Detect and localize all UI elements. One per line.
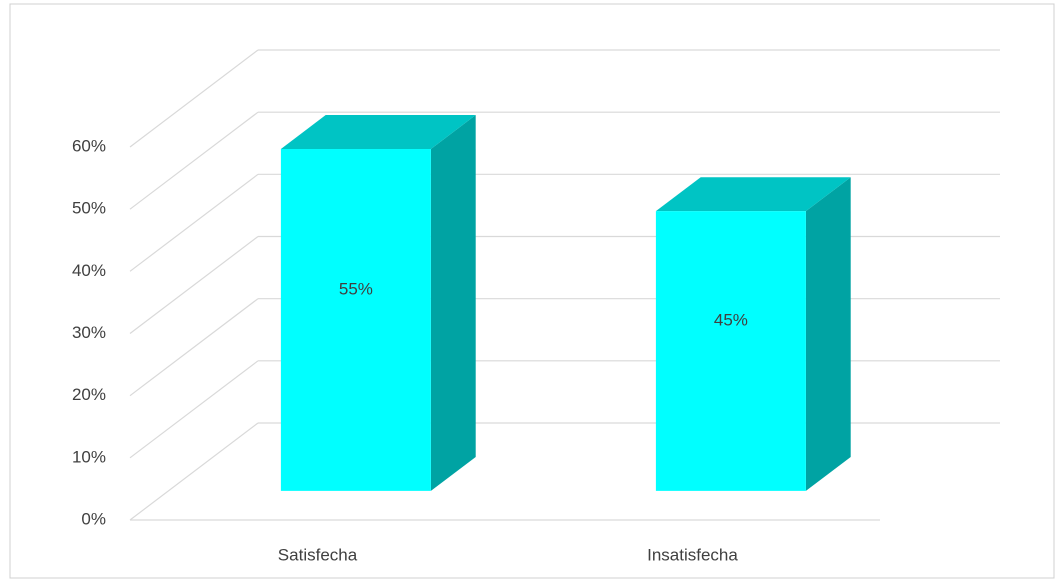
bar-side (430, 115, 476, 491)
bar-side (805, 177, 851, 491)
grid-line (129, 173, 259, 272)
y-tick-label: 60% (72, 136, 106, 155)
value-label: 55% (339, 279, 373, 298)
y-tick-label: 0% (81, 509, 106, 528)
y-tick-label: 10% (72, 447, 106, 466)
y-tick-label: 50% (72, 199, 106, 218)
grid-line (129, 111, 259, 210)
chart-border (9, 3, 1055, 579)
bar (280, 148, 431, 491)
bar (655, 211, 806, 491)
y-tick-label: 20% (72, 385, 106, 404)
grid-line (129, 422, 259, 521)
x-tick-label: Insatisfecha (647, 545, 738, 564)
y-tick-label: 30% (72, 323, 106, 342)
grid-line (129, 360, 259, 459)
grid-line (129, 236, 259, 334)
grid-line (129, 49, 259, 148)
y-tick-label: 40% (72, 261, 106, 280)
bar-top (655, 177, 851, 212)
x-tick-label: Satisfecha (278, 545, 358, 564)
bar-top (280, 115, 476, 149)
value-label: 45% (714, 311, 748, 330)
grid-line (129, 298, 259, 397)
